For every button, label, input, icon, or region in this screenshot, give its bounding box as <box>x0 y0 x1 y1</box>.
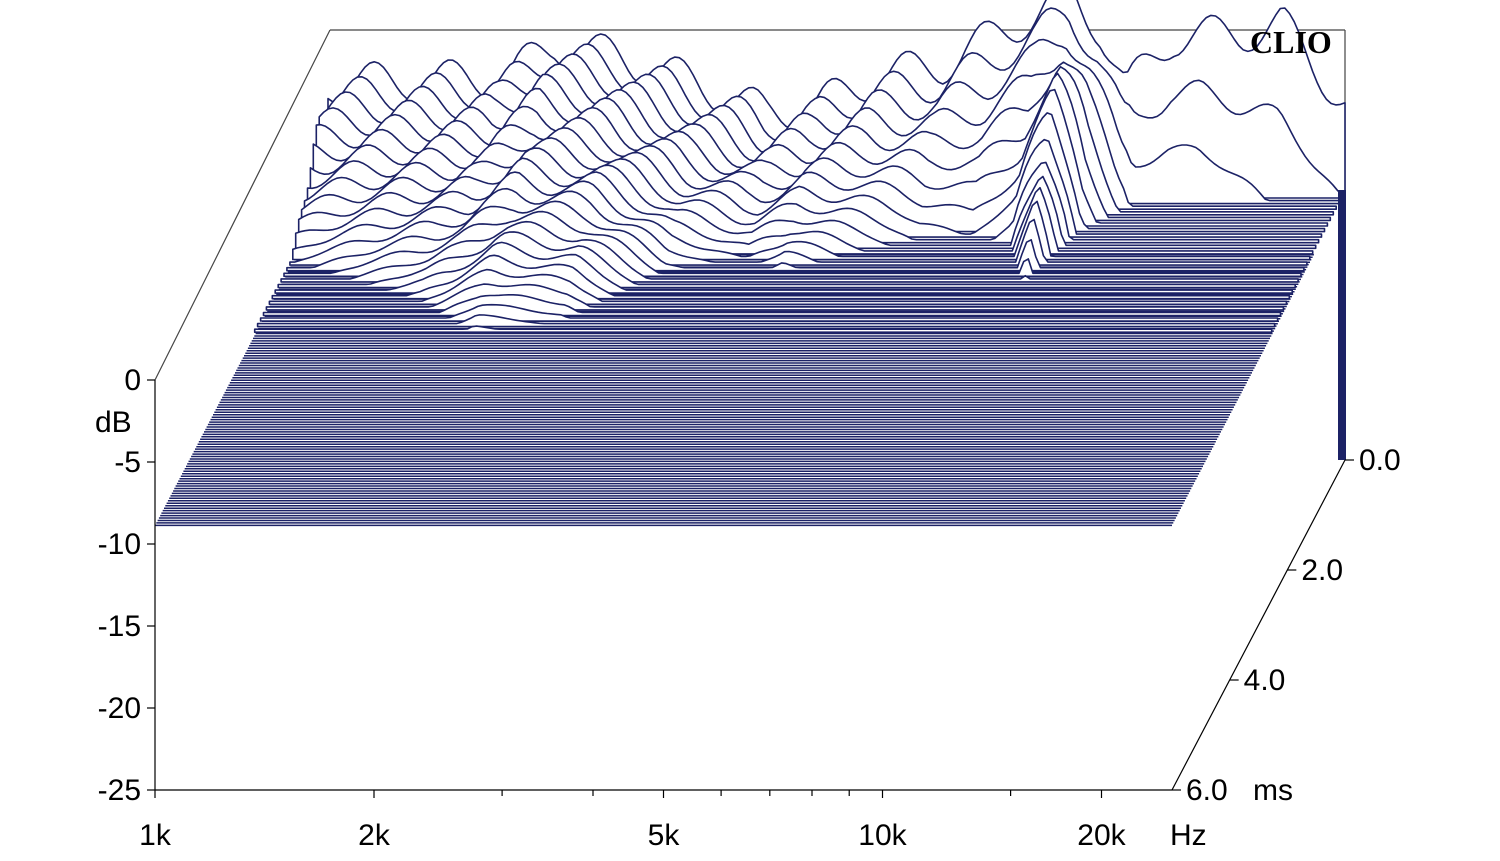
time-ticks: 0.0 2.0 4.0 6.0 <box>1172 444 1401 807</box>
freq-tick-label: 10k <box>858 819 907 852</box>
waterfall-slice <box>253 325 1273 333</box>
freq-tick-label: 20k <box>1077 819 1126 852</box>
waterfall-slice <box>259 303 1279 322</box>
time-tick-label: 4.0 <box>1244 664 1286 697</box>
freq-tick-label: 2k <box>358 819 391 852</box>
time-tick-label: 0.0 <box>1359 444 1401 477</box>
time-axis-line <box>1171 459 1346 791</box>
time-unit-label: ms <box>1253 774 1293 807</box>
freq-unit-label: Hz <box>1170 819 1207 852</box>
left-depth-edge <box>154 29 331 381</box>
db-tick-label: -25 <box>98 774 141 807</box>
waterfall-slices <box>253 0 1346 333</box>
freq-ticks: 1k 2k 5k 10k 20k <box>139 790 1127 852</box>
db-ticks: 0 -5 -10 -15 -20 -25 <box>98 364 155 807</box>
db-tick-label: -5 <box>114 446 141 479</box>
waterfall-slice <box>256 314 1276 328</box>
db-tick-label: -20 <box>98 692 141 725</box>
back-slice-edge <box>1338 190 1346 460</box>
db-axis-label: dB <box>95 406 132 439</box>
freq-tick-label: 1k <box>139 819 172 852</box>
time-tick-label: 6.0 <box>1186 774 1228 807</box>
time-tick-label: 2.0 <box>1301 554 1343 587</box>
clio-brand-logo: CLIO <box>1250 24 1332 60</box>
freq-tick-label: 5k <box>648 819 681 852</box>
db-tick-label: 0 <box>124 364 141 397</box>
db-tick-label: -15 <box>98 610 141 643</box>
db-tick-label: -10 <box>98 528 141 561</box>
